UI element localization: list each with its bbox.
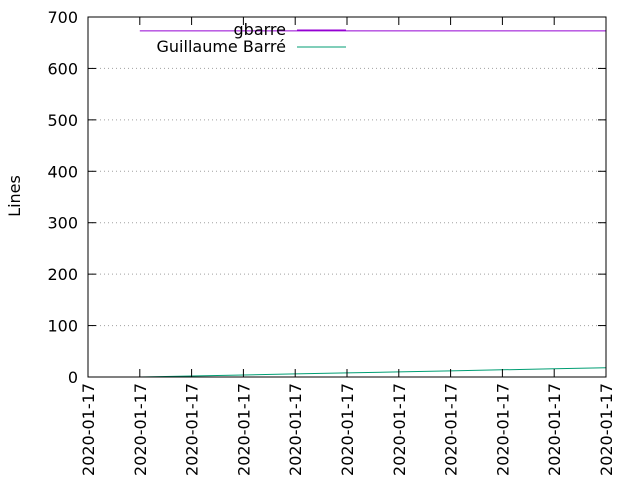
- y-tick-label: 400: [47, 162, 78, 181]
- y-tick-label: 500: [47, 111, 78, 130]
- y-tick-label: 0: [68, 368, 78, 387]
- x-tick-label: 2020-01-17: [390, 383, 409, 476]
- x-tick-label: 2020-01-17: [286, 383, 305, 476]
- legend-label: Guillaume Barré: [157, 37, 286, 56]
- x-tick-label: 2020-01-17: [338, 383, 357, 476]
- x-tick-label: 2020-01-17: [597, 383, 616, 476]
- y-tick-label: 200: [47, 265, 78, 284]
- y-tick-label: 100: [47, 317, 78, 336]
- series-line-1: [139, 367, 607, 378]
- x-tick-label: 2020-01-17: [493, 383, 512, 476]
- series-lines: [139, 30, 607, 378]
- y-axis-label: Lines: [5, 175, 24, 217]
- x-tick-label: 2020-01-17: [442, 383, 461, 476]
- x-tick-label: 2020-01-17: [79, 383, 98, 476]
- x-tick-label: 2020-01-17: [545, 383, 564, 476]
- grid-lines: [88, 67, 606, 327]
- plot-frame: [87, 16, 607, 378]
- y-tick-label: 600: [47, 59, 78, 78]
- axis-ticks: 0 100 200 300 400 500 600 700 2020-01-17 2020-01-…: [47, 8, 616, 476]
- x-tick-label: 2020-01-17: [234, 383, 253, 476]
- x-tick-label: 2020-01-17: [183, 383, 202, 476]
- x-tick-label: 2020-01-17: [131, 383, 150, 476]
- y-tick-label: 300: [47, 214, 78, 233]
- legend-label: gbarre: [234, 20, 286, 39]
- y-tick-label: 700: [47, 8, 78, 27]
